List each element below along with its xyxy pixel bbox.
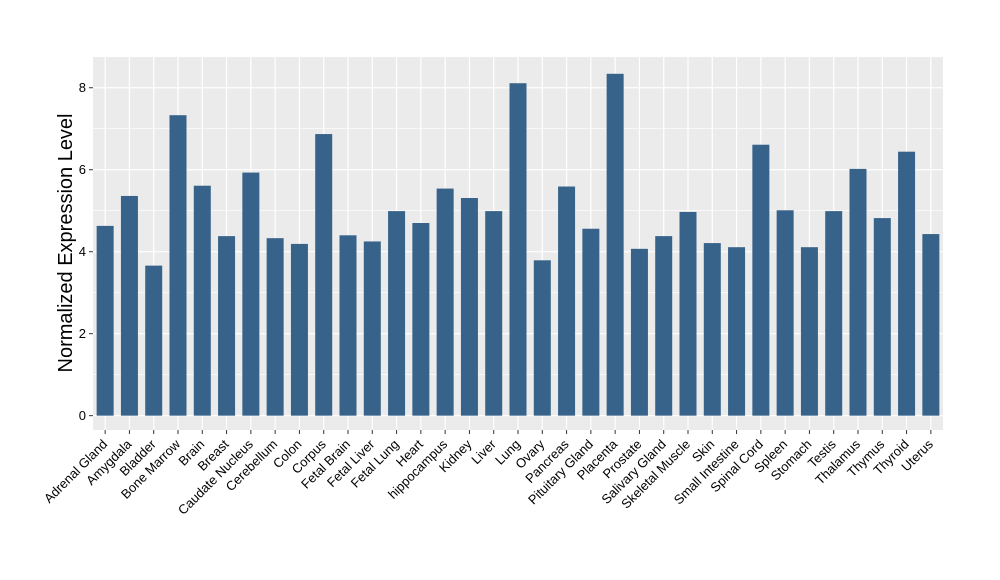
bar (800, 247, 818, 416)
x-tick-label: Liver (468, 436, 499, 467)
bar (193, 185, 211, 416)
bar (873, 218, 891, 416)
bar (606, 73, 624, 416)
bar (169, 115, 187, 416)
bar (898, 151, 916, 416)
bar (728, 247, 746, 416)
bar (558, 186, 576, 416)
bars (96, 73, 940, 416)
y-tick-label: 6 (79, 162, 86, 177)
bar (388, 211, 406, 416)
y-axis-title: Normalized Expression Level (55, 113, 77, 372)
bar (679, 211, 697, 416)
bar (315, 134, 333, 416)
y-tick-label: 4 (79, 244, 86, 259)
y-tick-label: 2 (79, 326, 86, 341)
bar (290, 243, 308, 416)
bar (582, 228, 600, 416)
bar (218, 236, 236, 416)
bar (825, 211, 843, 416)
bar (120, 195, 138, 416)
bar (242, 172, 260, 416)
bar (533, 260, 551, 416)
bar (436, 188, 454, 416)
bar (96, 225, 114, 416)
bar (655, 236, 673, 416)
bar (363, 241, 381, 416)
bar (922, 234, 940, 416)
bar (509, 83, 527, 416)
bar (776, 210, 794, 416)
y-axis: 0 2 4 6 8 (79, 80, 93, 423)
y-tick-label: 0 (79, 408, 86, 423)
bar (412, 223, 430, 416)
bar (485, 211, 503, 416)
y-tick-label: 8 (79, 80, 86, 95)
bar (752, 144, 770, 416)
bar (460, 198, 478, 416)
bar (339, 235, 357, 416)
bar (849, 168, 867, 416)
bar (145, 265, 163, 416)
bar (266, 238, 284, 416)
bar (630, 248, 648, 416)
bar (703, 243, 721, 416)
